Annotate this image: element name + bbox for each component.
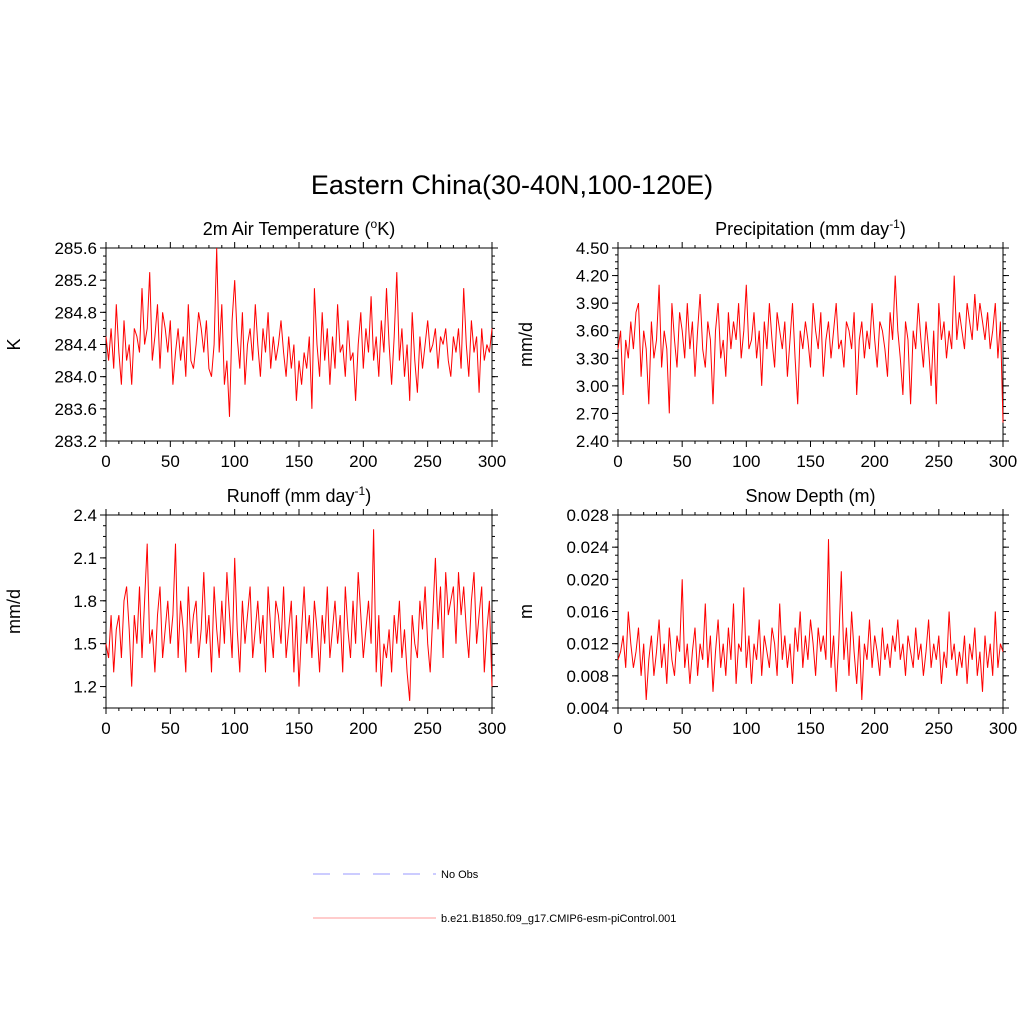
y-tick-label: 285.2 <box>54 271 97 290</box>
y-tick-label: 283.2 <box>54 432 97 451</box>
x-tick-label: 200 <box>349 719 377 738</box>
x-tick-label: 100 <box>732 719 760 738</box>
panel-title-temperature: 2m Air Temperature (oK) <box>203 217 395 239</box>
x-tick-label: 50 <box>161 719 180 738</box>
plot-frame-temperature <box>105 247 493 442</box>
panel-temperature: 2m Air Temperature (oK) K 0 50 100 150 200 250 3… <box>4 217 506 471</box>
panel-title-end: ) <box>900 219 906 239</box>
y-tick-label: 1.5 <box>73 635 97 654</box>
legend-no-obs-label: No Obs <box>441 869 479 881</box>
y-tick-label: 0.004 <box>566 699 609 718</box>
x-tick-label: 0 <box>101 452 110 471</box>
x-tick-label: 300 <box>478 719 506 738</box>
y-tick-label: 283.6 <box>54 400 97 419</box>
panel-snow-depth: Snow Depth (m) m 0 50 100 150 200 250 300 0.004 0.… <box>516 486 1017 738</box>
y-tick-label: 2.1 <box>73 549 97 568</box>
panel-title-text: Runoff (mm day <box>227 486 355 506</box>
x-tick-label: 150 <box>285 719 313 738</box>
y-tick-label: 0.016 <box>566 603 609 622</box>
figure-title: Eastern China(30-40N,100-120E) <box>311 170 713 200</box>
x-tick-label: 100 <box>732 452 760 471</box>
panel-title-sup: -1 <box>355 484 366 498</box>
panel-title-runoff: Runoff (mm day-1) <box>227 484 371 506</box>
x-tick-label: 200 <box>860 719 888 738</box>
x-tick-label: 200 <box>349 452 377 471</box>
x-tick-label: 250 <box>925 452 953 471</box>
panel-title-end: K) <box>377 219 395 239</box>
y-tick-label: 2.70 <box>576 404 609 423</box>
x-tick-label: 150 <box>285 452 313 471</box>
panel-title-sup: -1 <box>889 217 900 231</box>
y-tick-label: 4.50 <box>576 239 609 258</box>
y-axis-label-temperature: K <box>4 338 24 350</box>
y-tick-label: 3.60 <box>576 322 609 341</box>
y-tick-label: 0.024 <box>566 538 609 557</box>
y-tick-label: 285.6 <box>54 239 97 258</box>
series-line-precipitation <box>617 275 1004 423</box>
y-tick-label: 3.90 <box>576 294 609 313</box>
panel-title-text: Snow Depth (m) <box>745 486 875 506</box>
x-tick-label: 50 <box>161 452 180 471</box>
y-tick-label: 284.4 <box>54 336 97 355</box>
x-tick-label: 200 <box>860 452 888 471</box>
series-line-snow-depth <box>617 539 1004 701</box>
panel-precipitation: Precipitation (mm day-1) mm/d 0 50 100 150 200… <box>516 217 1017 471</box>
x-tick-label: 100 <box>220 719 248 738</box>
y-tick-label: 284.8 <box>54 303 97 322</box>
series-line-temperature <box>105 247 493 417</box>
panel-title-sup: o <box>371 217 378 231</box>
x-tick-label: 300 <box>989 719 1017 738</box>
x-tick-label: 50 <box>673 452 692 471</box>
x-tick-label: 150 <box>796 719 824 738</box>
panel-title-precipitation: Precipitation (mm day-1) <box>715 217 906 239</box>
y-tick-label: 3.30 <box>576 349 609 368</box>
plot-frame-snow-depth <box>617 514 1004 709</box>
y-tick-label: 1.2 <box>73 678 97 697</box>
y-axis-label-runoff: mm/d <box>4 589 24 634</box>
y-tick-label: 2.40 <box>576 432 609 451</box>
panel-title-text: Precipitation (mm day <box>715 219 889 239</box>
x-tick-label: 300 <box>478 452 506 471</box>
y-tick-label: 1.8 <box>73 592 97 611</box>
x-tick-label: 100 <box>220 452 248 471</box>
y-axis-label-precipitation: mm/d <box>516 322 536 367</box>
y-tick-label: 3.00 <box>576 377 609 396</box>
panel-title-text: 2m Air Temperature ( <box>203 219 371 239</box>
x-tick-label: 0 <box>101 719 110 738</box>
y-tick-label: 0.020 <box>566 570 609 589</box>
series-line-runoff <box>105 529 493 701</box>
x-tick-label: 0 <box>613 719 622 738</box>
x-tick-label: 0 <box>613 452 622 471</box>
y-tick-label: 0.008 <box>566 667 609 686</box>
legend: No Obs b.e21.B1850.f09_g17.CMIP6-esm-piC… <box>313 869 676 925</box>
x-tick-label: 250 <box>925 719 953 738</box>
legend-model-label: b.e21.B1850.f09_g17.CMIP6-esm-piControl.… <box>441 913 676 925</box>
panel-runoff: Runoff (mm day-1) mm/d 0 50 100 150 200 250 300 1… <box>4 484 506 738</box>
panel-title-end: ) <box>365 486 371 506</box>
y-tick-label: 4.20 <box>576 267 609 286</box>
y-tick-label: 284.0 <box>54 368 97 387</box>
x-tick-label: 250 <box>413 719 441 738</box>
y-tick-label: 2.4 <box>73 506 97 525</box>
y-tick-label: 0.028 <box>566 506 609 525</box>
y-axis-label-snow-depth: m <box>516 604 536 619</box>
x-tick-label: 150 <box>796 452 824 471</box>
x-tick-label: 300 <box>989 452 1017 471</box>
x-tick-label: 50 <box>673 719 692 738</box>
panel-title-snow-depth: Snow Depth (m) <box>745 486 875 506</box>
y-tick-label: 0.012 <box>566 635 609 654</box>
x-tick-label: 250 <box>413 452 441 471</box>
panels: 2m Air Temperature (oK) K 0 50 100 150 200 250 3… <box>4 217 1017 738</box>
